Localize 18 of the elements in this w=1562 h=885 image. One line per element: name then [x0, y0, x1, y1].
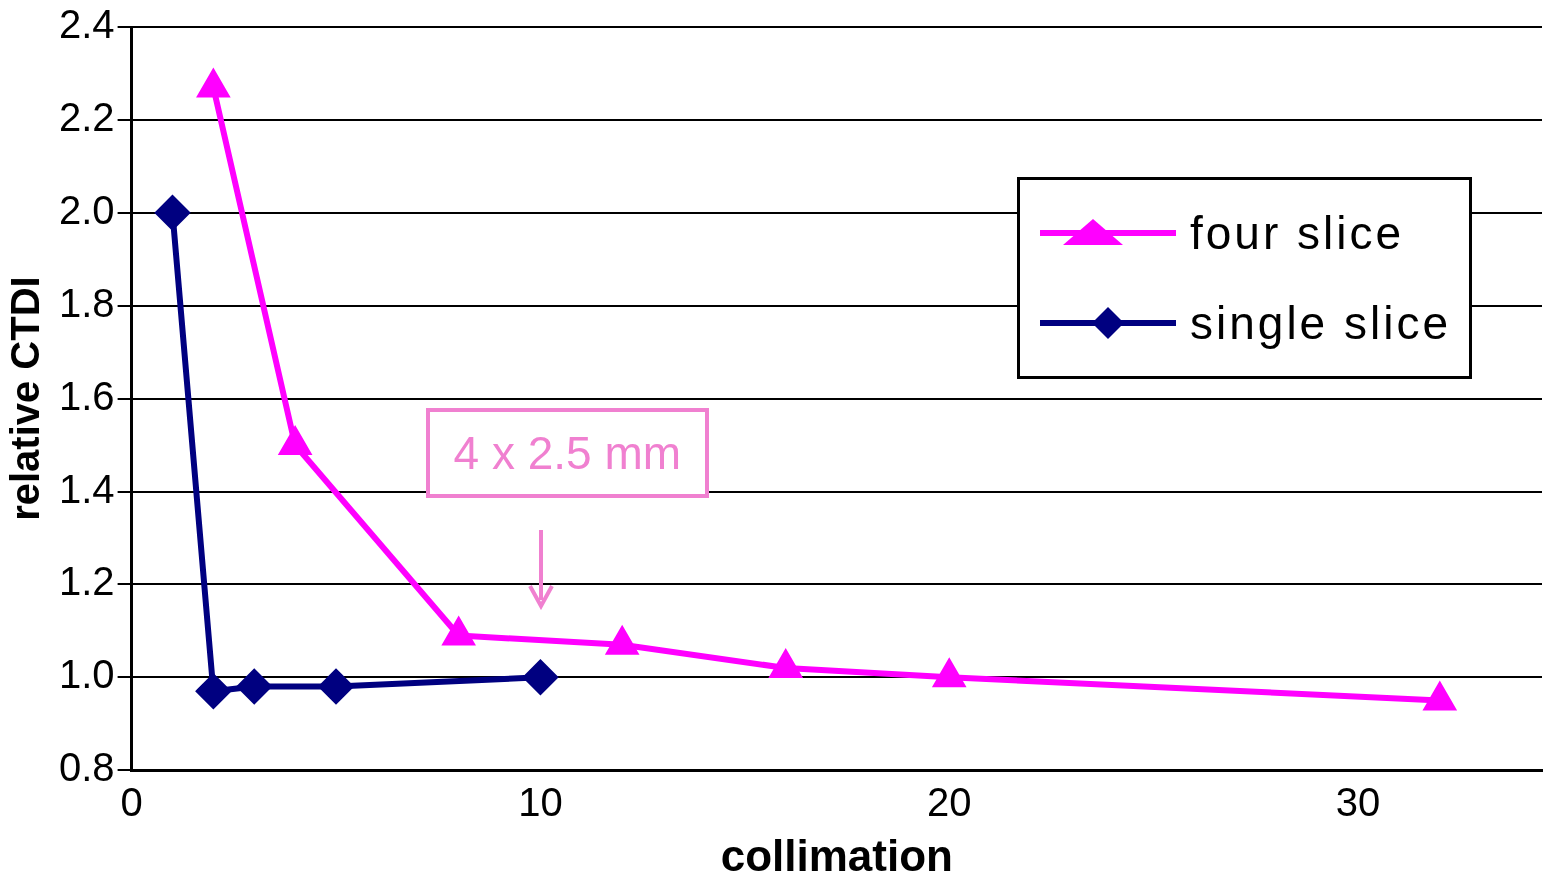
y-axis-title: relative CTDI [3, 276, 48, 521]
x-tick-label: 10 [518, 780, 563, 825]
y-tick-label: 2.2 [59, 94, 115, 139]
y-tick-label: 1.4 [59, 466, 115, 511]
legend-label: four slice [1190, 206, 1405, 260]
x-axis-title: collimation [720, 830, 953, 880]
x-tick-label: 30 [1335, 780, 1381, 825]
y-tick-label: 2.4 [59, 2, 115, 47]
annotation: 4 x 2.5 mm [425, 408, 710, 499]
y-tick-label: 1.0 [59, 652, 115, 697]
x-tick-label: 0 [120, 780, 143, 825]
y-tick-label: 1.2 [59, 559, 115, 604]
y-tick-label: 1.6 [59, 373, 115, 418]
y-tick-label: 0.8 [59, 745, 115, 790]
y-tick-label: 1.8 [59, 280, 115, 325]
y-tick-label: 2.0 [59, 187, 115, 232]
legend-label: single slice [1190, 296, 1451, 350]
x-tick-label: 20 [926, 780, 972, 825]
